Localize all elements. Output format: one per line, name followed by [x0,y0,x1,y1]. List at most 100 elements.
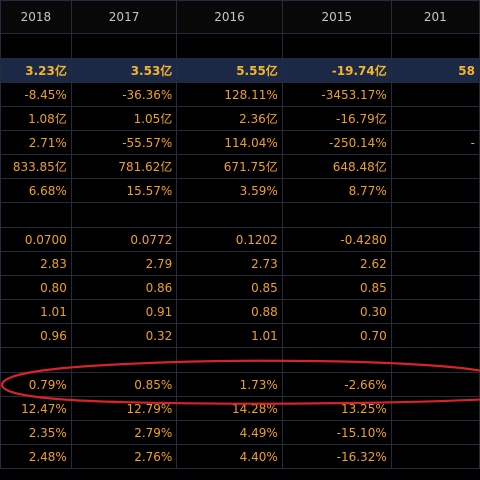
year-header-2018[interactable]: 2018 [0,0,72,34]
table-cell [0,33,72,59]
table-cell: 2.36亿 [176,106,283,131]
table-cell: 6.68% [0,178,72,203]
table-cell: 2.48% [0,444,72,469]
table-row[interactable]: 12.47% 12.79% 14.28% 13.25% [0,396,480,421]
table-cell [390,227,480,252]
spacer-row[interactable] [0,347,480,373]
table-cell [390,347,480,373]
table-row[interactable]: 6.68% 15.57% 3.59% 8.77% [0,178,480,203]
highlight-row[interactable]: 3.23亿 3.53亿 5.55亿 -19.74亿 58 [0,58,480,83]
table-cell: 0.88 [176,299,283,324]
table-cell: 1.08亿 [0,106,72,131]
table-cell: 0.85 [281,275,392,300]
table-row[interactable]: 2.35% 2.79% 4.49% -15.10% [0,420,480,445]
table-cell [70,347,178,373]
table-cell [176,33,283,59]
table-cell: 0.91 [70,299,178,324]
table-cell: 0.96 [0,323,72,348]
table-cell: 648.48亿 [281,154,392,179]
table-cell: - [390,130,480,155]
table-row[interactable]: 0.0700 0.0772 0.1202 -0.4280 [0,227,480,252]
spacer-row[interactable] [0,33,480,59]
table-cell: -8.45% [0,82,72,107]
table-cell: 2.71% [0,130,72,155]
table-cell [390,420,480,445]
table-cell [70,33,178,59]
table-cell [390,372,480,397]
table-cell: 8.77% [281,178,392,203]
year-header-2017[interactable]: 2017 [70,0,178,34]
table-cell [176,202,283,228]
table-cell: 0.70 [281,323,392,348]
table-cell: 128.11% [176,82,283,107]
table-cell: 4.40% [176,444,283,469]
table-cell: 0.30 [281,299,392,324]
table-cell [70,202,178,228]
table-cell: -250.14% [281,130,392,155]
table-cell: 3.59% [176,178,283,203]
table-cell [176,347,283,373]
table-cell [390,396,480,421]
year-header-2015[interactable]: 2015 [281,0,392,34]
table-row[interactable]: 833.85亿 781.62亿 671.75亿 648.48亿 [0,154,480,179]
table-cell: -16.32% [281,444,392,469]
table-cell [390,82,480,107]
table-cell [281,347,392,373]
table-cell [281,33,392,59]
table-row[interactable]: 0.80 0.86 0.85 0.85 [0,275,480,300]
table-cell: 3.23亿 [0,58,72,83]
table-cell [390,251,480,276]
year-header-partial[interactable]: 201 [390,0,480,34]
table-cell: 2.76% [70,444,178,469]
table-cell: 2.73 [176,251,283,276]
table-cell [390,275,480,300]
table-cell: 0.85% [70,372,178,397]
table-cell: 1.73% [176,372,283,397]
table-cell: 1.01 [0,299,72,324]
table-row[interactable]: 2.83 2.79 2.73 2.62 [0,251,480,276]
table-cell: 0.85 [176,275,283,300]
table-cell: 58 [390,58,480,83]
table-cell: -36.36% [70,82,178,107]
year-header-2016[interactable]: 2016 [176,0,283,34]
spacer-row[interactable] [0,202,480,228]
table-cell: 2.35% [0,420,72,445]
table-cell: 114.04% [176,130,283,155]
table-row[interactable]: 0.79% 0.85% 1.73% -2.66% [0,372,480,397]
table-cell: 1.01 [176,323,283,348]
table-row[interactable]: 0.96 0.32 1.01 0.70 [0,323,480,348]
table-cell: 0.0772 [70,227,178,252]
table-cell: 671.75亿 [176,154,283,179]
table-body: 3.23亿 3.53亿 5.55亿 -19.74亿 58 -8.45% -36.36% 128… [0,33,480,469]
table-cell: 0.1202 [176,227,283,252]
table-cell: 4.49% [176,420,283,445]
table-cell [390,444,480,469]
table-cell [0,347,72,373]
table-row[interactable]: -8.45% -36.36% 128.11% -3453.17% [0,82,480,107]
table-cell [281,202,392,228]
table-cell: 0.0700 [0,227,72,252]
table-cell: 0.86 [70,275,178,300]
table-row[interactable]: 2.48% 2.76% 4.40% -16.32% [0,444,480,469]
table-row[interactable]: 1.08亿 1.05亿 2.36亿 -16.79亿 [0,106,480,131]
table-cell [390,202,480,228]
table-cell: 12.47% [0,396,72,421]
table-cell [0,202,72,228]
table-cell [390,106,480,131]
table-cell: -2.66% [281,372,392,397]
table-cell: 2.79% [70,420,178,445]
table-cell: -3453.17% [281,82,392,107]
table-cell: 5.55亿 [176,58,283,83]
table-row[interactable]: 1.01 0.91 0.88 0.30 [0,299,480,324]
table-cell: 833.85亿 [0,154,72,179]
table-cell: 0.80 [0,275,72,300]
table-cell: 781.62亿 [70,154,178,179]
table-cell: 12.79% [70,396,178,421]
table-cell [390,178,480,203]
table-cell: 13.25% [281,396,392,421]
table-cell: 2.83 [0,251,72,276]
table-row[interactable]: 2.71% -55.57% 114.04% -250.14% - [0,130,480,155]
table-cell: -15.10% [281,420,392,445]
table-cell: 2.79 [70,251,178,276]
table-cell: 14.28% [176,396,283,421]
